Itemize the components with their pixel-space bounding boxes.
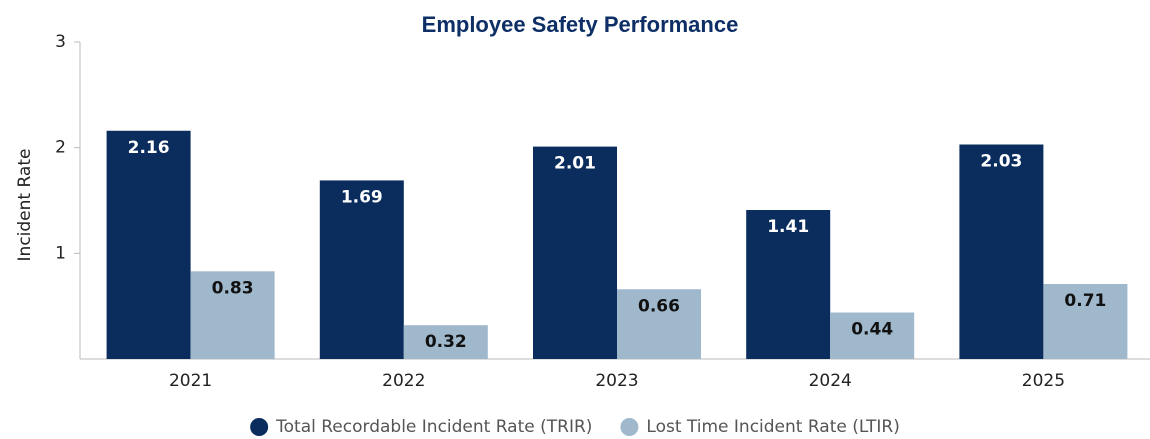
legend-swatch — [620, 418, 639, 436]
bar — [1043, 283, 1128, 359]
bar — [959, 144, 1044, 359]
bar — [746, 210, 831, 359]
data-label: 1.41 — [767, 217, 809, 237]
legend-label: Total Recordable Incident Rate (TRIR) — [275, 417, 592, 437]
bar — [617, 289, 701, 359]
bar — [106, 130, 191, 359]
data-label: 0.71 — [1064, 291, 1106, 311]
x-tick-label: 2022 — [382, 371, 425, 391]
data-label: 0.32 — [425, 332, 467, 352]
legend-swatch — [250, 418, 269, 436]
y-tick-label: 1 — [55, 243, 66, 263]
data-label: 2.16 — [128, 138, 170, 158]
bar — [533, 146, 617, 359]
data-label: 0.44 — [851, 320, 893, 340]
y-tick-label: 2 — [55, 138, 66, 158]
data-label: 0.83 — [212, 278, 254, 298]
y-axis-label: Incident Rate — [15, 149, 35, 262]
y-tick-label: 3 — [55, 32, 66, 52]
data-label: 1.69 — [341, 187, 383, 207]
bar — [830, 312, 915, 359]
data-label: 2.03 — [980, 151, 1022, 171]
data-label: 0.66 — [638, 296, 680, 316]
bar — [319, 180, 404, 359]
bar — [190, 271, 275, 359]
bar — [403, 325, 488, 359]
x-tick-label: 2023 — [595, 371, 638, 391]
x-tick-label: 2024 — [809, 371, 852, 391]
x-tick-label: 2021 — [169, 371, 212, 391]
legend-label: Lost Time Incident Rate (LTIR) — [646, 417, 899, 437]
chart-title: Employee Safety Performance — [422, 12, 739, 37]
data-label: 2.01 — [554, 154, 596, 174]
x-tick-label: 2025 — [1022, 371, 1065, 391]
